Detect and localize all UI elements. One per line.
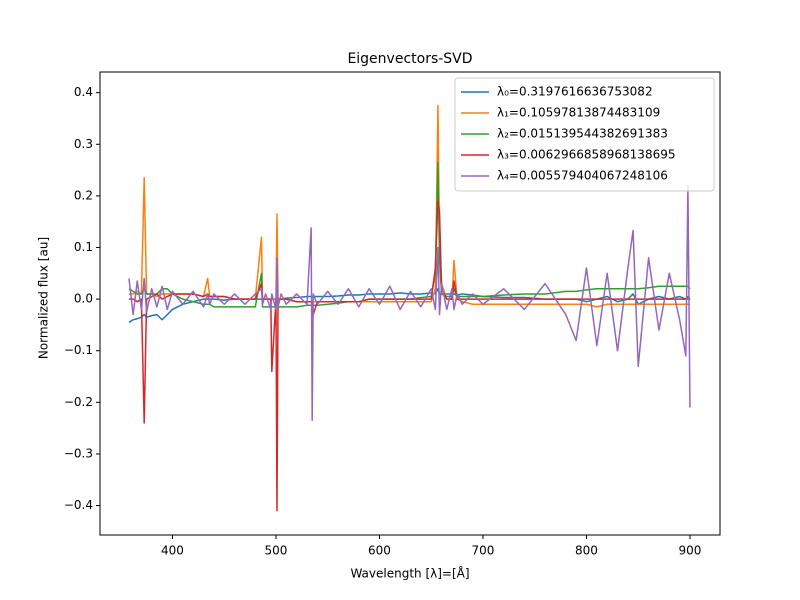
- x-tick-label: 800: [575, 544, 598, 558]
- legend-label: λ₀=0.3197616636753082: [497, 85, 653, 99]
- y-tick-label: −0.1: [64, 343, 93, 357]
- y-tick-label: −0.4: [64, 498, 93, 512]
- series-line: [128, 200, 690, 512]
- x-tick-label: 400: [161, 544, 184, 558]
- y-tick-label: 0.2: [74, 188, 93, 202]
- plot-lines: [128, 104, 691, 512]
- y-tick-label: −0.3: [64, 446, 93, 460]
- legend-label: λ₂=0.015139544382691383: [497, 127, 668, 141]
- y-tick-label: 0.1: [74, 240, 93, 254]
- legend-label: λ₃=0.0062966858968138695: [497, 148, 675, 162]
- x-tick-label: 500: [265, 544, 288, 558]
- series-line: [128, 184, 691, 422]
- y-tick-label: −0.2: [64, 395, 93, 409]
- x-tick-label: 900: [679, 544, 702, 558]
- legend-label: λ₁=0.10597813874483109: [497, 106, 660, 120]
- y-axis-label: Normalized flux [au]: [37, 237, 51, 359]
- chart-title: Eigenvectors-SVD: [347, 51, 472, 67]
- legend-label: λ₄=0.005579404067248106: [497, 169, 668, 183]
- y-tick-label: 0.0: [74, 292, 93, 306]
- y-tick-label: 0.4: [74, 85, 93, 99]
- x-tick-label: 600: [368, 544, 391, 558]
- legend-box: [454, 77, 715, 192]
- plot-frame: [99, 71, 721, 536]
- x-tick-label: 700: [472, 544, 495, 558]
- x-axis-label: Wavelength [λ]=[Å]: [350, 566, 469, 581]
- y-tick-label: 0.3: [74, 137, 93, 151]
